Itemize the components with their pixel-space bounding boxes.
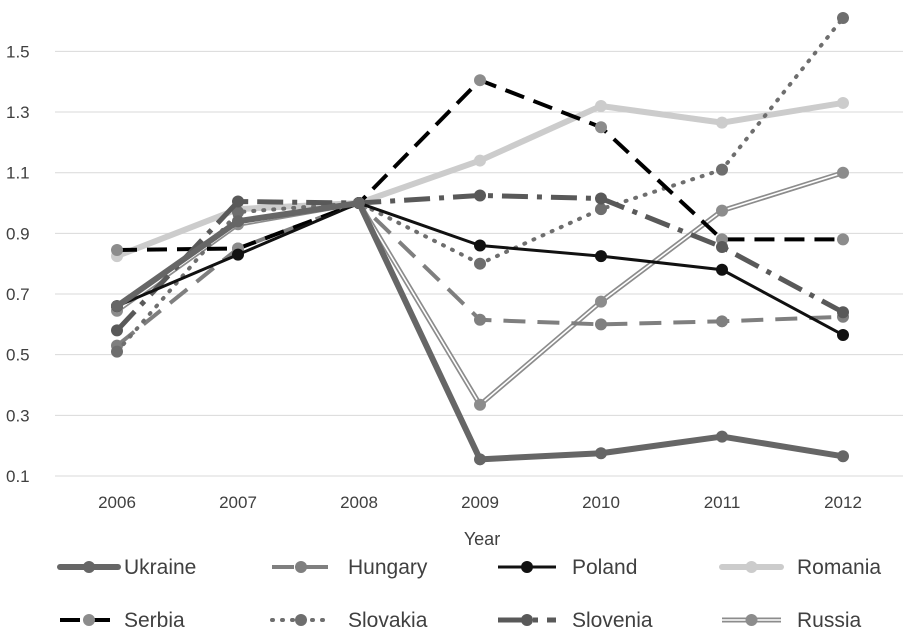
point-slovakia-2011 <box>716 163 728 176</box>
x-tick-label: 2006 <box>98 493 136 512</box>
series-line-russia <box>115 170 844 408</box>
series-ukraine <box>111 197 849 466</box>
x-axis-ticks: 2006 2007 2008 2009 2010 2011 2012 <box>98 493 862 512</box>
y-tick-label: 0.9 <box>6 224 30 243</box>
point-slovenia-2007 <box>232 195 244 208</box>
point-hungary-2010 <box>595 318 607 331</box>
point-poland-2007 <box>232 248 244 261</box>
y-tick-label: 0.3 <box>6 406 30 425</box>
legend-item-ukraine: Ukraine <box>57 556 196 579</box>
point-slovenia-2009 <box>474 189 486 202</box>
point-poland-2010 <box>595 250 607 263</box>
point-romania-2010 <box>595 99 607 112</box>
point-poland-2009 <box>474 239 486 252</box>
point-slovenia-2006 <box>111 324 123 337</box>
legend-swatch-slovakia <box>270 614 332 626</box>
legend-marker-slovakia <box>295 614 307 626</box>
point-slovakia-2012 <box>837 12 849 25</box>
legend-label-hungary: Hungary <box>348 556 428 579</box>
legend-item-serbia: Serbia <box>60 609 185 632</box>
point-slovakia-2006 <box>111 345 123 358</box>
point-slovenia-2010 <box>595 192 607 205</box>
x-tick-label: 2010 <box>582 493 620 512</box>
point-ukraine-2010 <box>595 447 607 460</box>
point-ukraine-2006 <box>111 300 123 313</box>
legend-label-ukraine: Ukraine <box>124 556 196 579</box>
legend-label-poland: Poland <box>572 556 637 579</box>
legend-marker-poland <box>521 561 533 573</box>
y-tick-label: 0.7 <box>6 285 30 304</box>
legend-marker-serbia <box>83 614 95 626</box>
point-ukraine-2007 <box>232 215 244 228</box>
legend-item-romania: Romania <box>719 556 881 579</box>
x-tick-label: 2011 <box>704 493 741 512</box>
legend-swatch-ukraine <box>57 561 121 573</box>
series-line-slovakia <box>115 16 845 354</box>
legend-label-slovakia: Slovakia <box>348 609 428 632</box>
legend-marker-russia <box>745 614 758 626</box>
x-axis-title: Year <box>464 529 500 549</box>
y-tick-label: 1.3 <box>6 103 30 122</box>
point-russia-2010 <box>595 295 607 308</box>
x-tick-label: 2009 <box>461 493 499 512</box>
point-romania-2011 <box>716 116 728 129</box>
point-hungary-2009 <box>474 313 486 326</box>
y-tick-label: 0.5 <box>6 346 30 365</box>
legend-marker-romania <box>745 561 758 573</box>
point-serbia-2006 <box>111 244 123 257</box>
legend-swatch-poland <box>498 561 556 573</box>
legend-swatch-romania <box>719 561 784 573</box>
series-russia <box>111 166 849 411</box>
legend: Ukraine Hungary Poland Romania Serbia Slovaki… <box>57 556 881 632</box>
x-tick-label: 2012 <box>824 493 862 512</box>
point-poland-2011 <box>716 263 728 276</box>
legend-swatch-serbia <box>60 614 118 626</box>
point-ukraine-2012 <box>837 450 849 463</box>
legend-marker-slovenia <box>521 614 533 626</box>
point-serbia-2009 <box>474 74 486 87</box>
legend-item-russia: Russia <box>722 609 862 632</box>
legend-marker-hungary <box>295 561 307 573</box>
legend-label-slovenia: Slovenia <box>572 609 653 632</box>
series-lines <box>111 12 849 466</box>
y-tick-label: 1.5 <box>6 42 30 61</box>
x-tick-label: 2008 <box>340 493 378 512</box>
x-tick-label: 2007 <box>219 493 257 512</box>
legend-label-russia: Russia <box>797 609 862 632</box>
legend-swatch-russia <box>722 614 781 626</box>
series-slovenia <box>111 189 849 337</box>
point-slovakia-2007 <box>232 206 244 219</box>
y-tick-label: 1.1 <box>6 164 30 183</box>
legend-item-poland: Poland <box>498 556 637 579</box>
point-ukraine-2008 <box>353 197 365 210</box>
point-poland-2012 <box>837 328 849 341</box>
legend-item-hungary: Hungary <box>272 556 428 579</box>
point-russia-2009 <box>474 398 486 411</box>
point-serbia-2012 <box>837 233 849 246</box>
point-romania-2009 <box>474 154 486 167</box>
legend-item-slovakia: Slovakia <box>270 609 428 632</box>
point-hungary-2011 <box>716 315 728 328</box>
point-russia-2011 <box>716 204 728 217</box>
point-ukraine-2011 <box>716 430 728 443</box>
legend-label-serbia: Serbia <box>124 609 185 632</box>
point-russia-2012 <box>837 166 849 179</box>
legend-swatch-slovenia <box>498 614 556 626</box>
y-axis-ticks: 0.1 0.3 0.5 0.7 0.9 1.1 1.3 1.5 <box>6 42 30 486</box>
legend-item-slovenia: Slovenia <box>498 609 653 632</box>
point-serbia-2010 <box>595 121 607 134</box>
y-tick-label: 0.1 <box>6 467 30 486</box>
gridlines <box>55 50 903 416</box>
point-ukraine-2009 <box>474 453 486 466</box>
point-slovakia-2010 <box>595 203 607 216</box>
point-slovenia-2012 <box>837 306 849 319</box>
point-slovenia-2011 <box>716 241 728 254</box>
series-slovakia <box>111 12 849 358</box>
point-romania-2012 <box>837 96 849 109</box>
point-slovakia-2009 <box>474 257 486 270</box>
legend-label-romania: Romania <box>797 556 881 579</box>
legend-marker-ukraine <box>83 561 95 573</box>
legend-swatch-hungary <box>272 561 330 573</box>
